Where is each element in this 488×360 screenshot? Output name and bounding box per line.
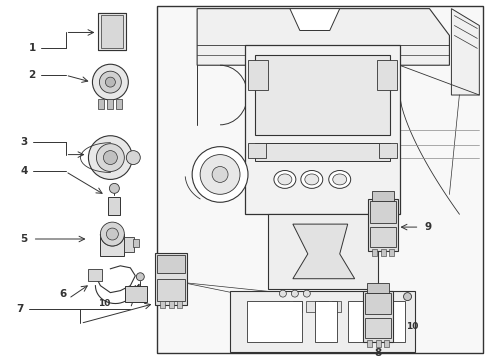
Bar: [98, 13, 126, 50]
Text: 10: 10: [406, 322, 418, 331]
Bar: [116, 99, 122, 109]
Text: 3: 3: [20, 137, 27, 147]
Bar: [380, 249, 385, 256]
Ellipse shape: [304, 174, 318, 185]
Bar: [98, 99, 104, 109]
Bar: [366, 283, 388, 293]
Ellipse shape: [332, 174, 346, 185]
Bar: [305, 301, 314, 312]
Circle shape: [291, 290, 298, 297]
Bar: [229, 291, 414, 352]
Bar: [244, 45, 399, 214]
Bar: [155, 253, 187, 305]
Bar: [108, 197, 120, 215]
Bar: [247, 60, 267, 90]
Bar: [383, 340, 388, 347]
Bar: [388, 249, 393, 256]
Text: 2: 2: [28, 70, 36, 80]
Circle shape: [92, 64, 128, 100]
Bar: [100, 234, 124, 256]
Circle shape: [103, 150, 117, 165]
Text: 4: 4: [20, 166, 27, 176]
Circle shape: [100, 222, 124, 246]
Bar: [371, 249, 376, 256]
Text: 1: 1: [28, 43, 36, 53]
Bar: [347, 301, 404, 342]
Text: 5: 5: [20, 234, 27, 244]
Bar: [369, 227, 395, 247]
Bar: [133, 239, 139, 247]
Bar: [314, 301, 336, 342]
Bar: [318, 301, 327, 312]
Text: 9: 9: [424, 222, 431, 232]
Circle shape: [279, 290, 286, 297]
Bar: [376, 60, 396, 90]
Bar: [369, 201, 395, 223]
Bar: [125, 286, 147, 302]
Bar: [362, 291, 392, 342]
Bar: [124, 237, 134, 252]
Bar: [157, 279, 185, 301]
Ellipse shape: [277, 174, 291, 185]
Bar: [364, 293, 390, 315]
Bar: [254, 143, 389, 161]
Text: 6: 6: [59, 289, 66, 298]
Ellipse shape: [273, 171, 295, 188]
Bar: [279, 301, 288, 312]
Circle shape: [303, 290, 310, 297]
Bar: [292, 301, 301, 312]
Bar: [378, 143, 396, 158]
Bar: [177, 301, 182, 307]
Bar: [246, 301, 301, 342]
Polygon shape: [197, 9, 448, 65]
Bar: [366, 340, 371, 347]
Circle shape: [96, 144, 124, 171]
Bar: [371, 192, 393, 201]
Bar: [254, 55, 389, 135]
Bar: [88, 269, 102, 281]
Circle shape: [403, 293, 411, 301]
Circle shape: [200, 154, 240, 194]
Ellipse shape: [328, 171, 350, 188]
Circle shape: [105, 77, 115, 87]
Bar: [331, 301, 340, 312]
Bar: [160, 301, 165, 307]
Bar: [375, 340, 380, 347]
Bar: [157, 255, 185, 273]
Circle shape: [106, 228, 118, 240]
Circle shape: [212, 167, 227, 183]
Circle shape: [88, 136, 132, 179]
Circle shape: [126, 150, 140, 165]
Polygon shape: [289, 9, 339, 31]
Polygon shape: [450, 9, 478, 95]
Text: 10: 10: [98, 299, 110, 308]
Bar: [247, 143, 265, 158]
Bar: [107, 99, 113, 109]
Bar: [101, 15, 123, 48]
Bar: [157, 6, 482, 353]
Circle shape: [109, 183, 119, 193]
Ellipse shape: [300, 171, 322, 188]
Circle shape: [99, 71, 121, 93]
Polygon shape: [292, 224, 354, 279]
Bar: [367, 199, 397, 251]
Bar: [169, 301, 174, 307]
Bar: [267, 214, 377, 289]
Text: 7: 7: [16, 303, 23, 314]
Circle shape: [136, 273, 144, 281]
Circle shape: [192, 147, 247, 202]
Text: 8: 8: [373, 348, 381, 358]
Bar: [364, 319, 390, 338]
